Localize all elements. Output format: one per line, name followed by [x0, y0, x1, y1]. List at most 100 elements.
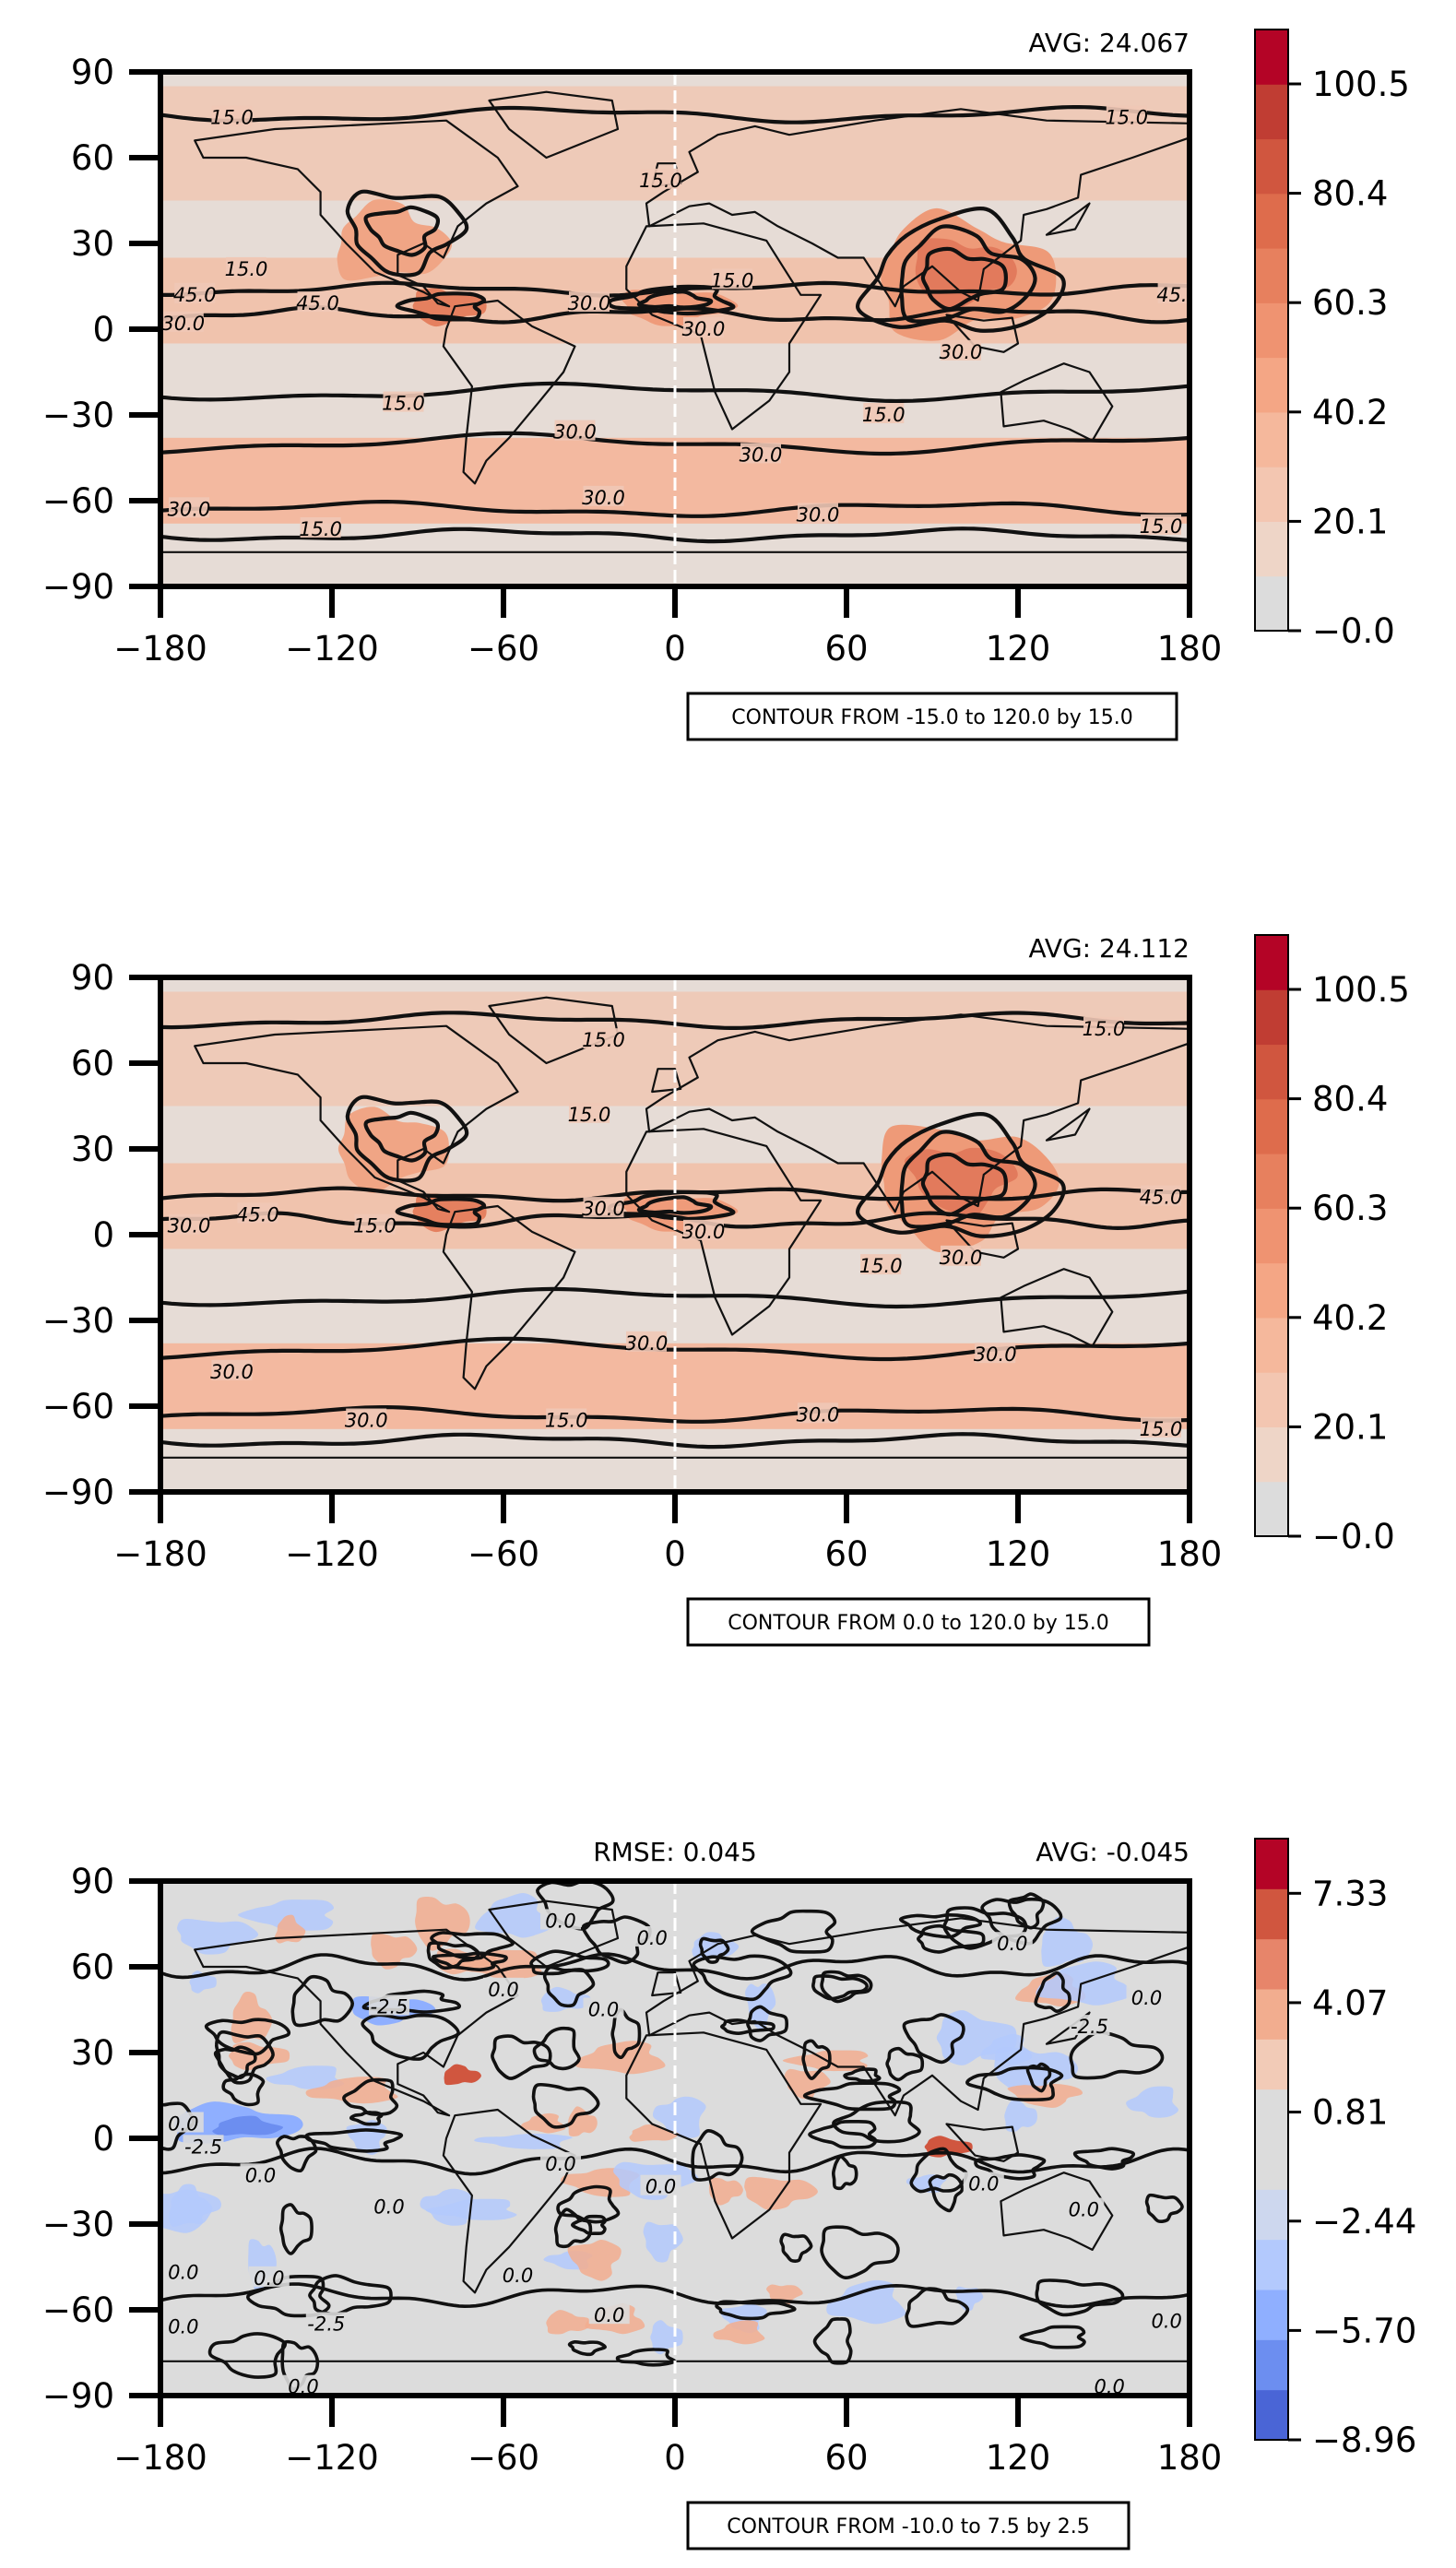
colorbar-segment [1255, 2239, 1288, 2290]
contour-label-text: -2.5 [371, 1995, 408, 2018]
field-patch [567, 2239, 621, 2281]
coastline [1000, 2172, 1114, 2251]
contour-line [1034, 1970, 1071, 2014]
contour-label-bg [941, 1245, 981, 1266]
contour-label: 0.0 [283, 2374, 324, 2396]
contour-line [750, 1909, 837, 1954]
field-patch [371, 1933, 418, 1970]
contour-line [779, 2232, 813, 2263]
contour-label: 30.0 [940, 1245, 982, 1269]
contour-line [207, 2332, 288, 2379]
colorbar-tick-label: 7.33 [1312, 1874, 1388, 1913]
contour-label-text: 15.0 [1083, 1018, 1126, 1040]
contour-label-bg [991, 1932, 1033, 1953]
contour-label-text: 30.0 [797, 1403, 840, 1426]
contour-line [581, 1915, 652, 1965]
colorbar-segment [1255, 411, 1288, 467]
contour-label-bg [626, 1331, 667, 1352]
field-patch [451, 1949, 542, 1979]
contour-line [532, 2026, 581, 2071]
contour-label: -2.5 [305, 2312, 347, 2336]
contour-label: 0.0 [540, 1909, 581, 1932]
contour-label-bg [540, 1909, 581, 1930]
contour-line [1069, 2030, 1165, 2080]
contour-label-bg [300, 517, 341, 538]
contour-label-text: 0.0 [168, 2262, 198, 2284]
contour-line [820, 2225, 900, 2280]
contour-line [746, 2005, 789, 2042]
x-tick-label: 60 [824, 2438, 868, 2478]
field-patch [936, 2010, 1017, 2065]
contour-label-bg [632, 1926, 673, 1947]
contour-label-bg [975, 1343, 1016, 1364]
x-tick-label: −120 [285, 629, 379, 669]
contour-label-bg [683, 317, 724, 337]
y-tick-label: −60 [42, 1387, 114, 1426]
colorbar-segment [1255, 1154, 1288, 1209]
contour-label-text: 45.0 [1156, 284, 1200, 306]
colorbar-frame [1254, 1838, 1289, 2441]
contour-label: 15.0 [862, 403, 906, 426]
contour-line [1025, 2062, 1052, 2093]
contour-info-text: CONTOUR FROM -10.0 to 7.5 by 2.5 [727, 2515, 1089, 2538]
contour-label-text: 0.0 [168, 2113, 198, 2136]
map-field: 0.00.0 0.0-2.50.00.00.0-2.50.0-2.50.00.00… [160, 1881, 1190, 2396]
contour-label: -2.5 [1069, 2015, 1110, 2038]
colorbar-frame [1254, 934, 1289, 1537]
coastline [625, 222, 823, 431]
x-tick-label: −120 [285, 1534, 379, 1574]
field-patch [238, 1899, 335, 1931]
contour-label: 0.0 [483, 1977, 524, 2001]
contour-line [899, 1912, 983, 1939]
contour-label-text: 30.0 [974, 1343, 1017, 1366]
colorbar-tick-label: −2.44 [1312, 2202, 1416, 2242]
contour-label-text: 15.0 [353, 1215, 397, 1237]
y-tick-label: −90 [42, 2376, 114, 2416]
contour-label-bg [1157, 282, 1190, 303]
colorbar-tick-label: 4.07 [1312, 1983, 1388, 2023]
contour-label-bg [1141, 1185, 1181, 1206]
contour-label-text: 15.0 [568, 1104, 611, 1126]
colorbar-frame [1254, 29, 1289, 632]
contour-label: 0.0 [632, 1926, 673, 1949]
contour-label-bg [588, 2303, 630, 2325]
colorbar-tick-label: 80.4 [1312, 174, 1388, 214]
x-tick-label: 180 [1157, 1534, 1223, 1574]
field-patch [474, 2133, 573, 2149]
contour-label-bg [546, 1408, 587, 1429]
colorbar: −0.0 20.1 40.2 60.3 80.4 100.5 [1254, 934, 1410, 1556]
contour-label-bg [211, 105, 253, 126]
coastline [1045, 2011, 1091, 2045]
coastline [651, 1068, 682, 1094]
contour-label-bg [540, 2151, 581, 2172]
contour-label: 30.0 [740, 443, 782, 466]
contour-label: 30.0 [682, 1219, 725, 1243]
contour-line [290, 1974, 354, 2028]
contour-line [802, 2081, 902, 2112]
contour-info-text: CONTOUR FROM -15.0 to 120.0 by 15.0 [731, 706, 1132, 729]
contour-label-text: 15.0 [225, 258, 268, 280]
coastline [1000, 1268, 1114, 1347]
field-patch [826, 2279, 906, 2325]
y-tick-label: 90 [71, 958, 114, 998]
contour-line [856, 207, 1066, 333]
colorbar-tick-label: −0.0 [1312, 1517, 1395, 1556]
contour-line [902, 2013, 965, 2065]
contour-label-text: 30.0 [161, 313, 205, 335]
contour-label-bg [226, 256, 266, 278]
contour-line [812, 2317, 853, 2365]
contour-line [430, 1931, 515, 1960]
panel-1: 15.0 15.0 15.0 15.0 45.0 45.0 30.0 30.0 15.0 30.0… [42, 28, 1410, 741]
contour-label-bg [569, 291, 610, 313]
x-tick-label: 120 [986, 1534, 1051, 1574]
contour-label: 15.0 [859, 1254, 903, 1277]
contour-label: 0.0 [248, 2266, 290, 2290]
colorbar-segment [1255, 2089, 1288, 2140]
colorbar-segment [1255, 1208, 1288, 1264]
contour-label-bg [162, 2112, 204, 2133]
contour-label-bg [240, 2163, 281, 2184]
contour-label-text: 0.0 [997, 1933, 1027, 1955]
field-patch [420, 2188, 474, 2226]
contour-label-bg [211, 1359, 253, 1380]
colorbar-segment [1255, 1989, 1288, 2040]
